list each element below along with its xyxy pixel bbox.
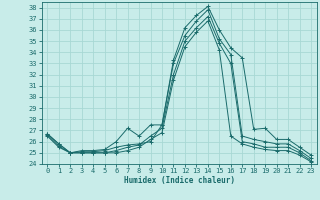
X-axis label: Humidex (Indice chaleur): Humidex (Indice chaleur) xyxy=(124,176,235,185)
